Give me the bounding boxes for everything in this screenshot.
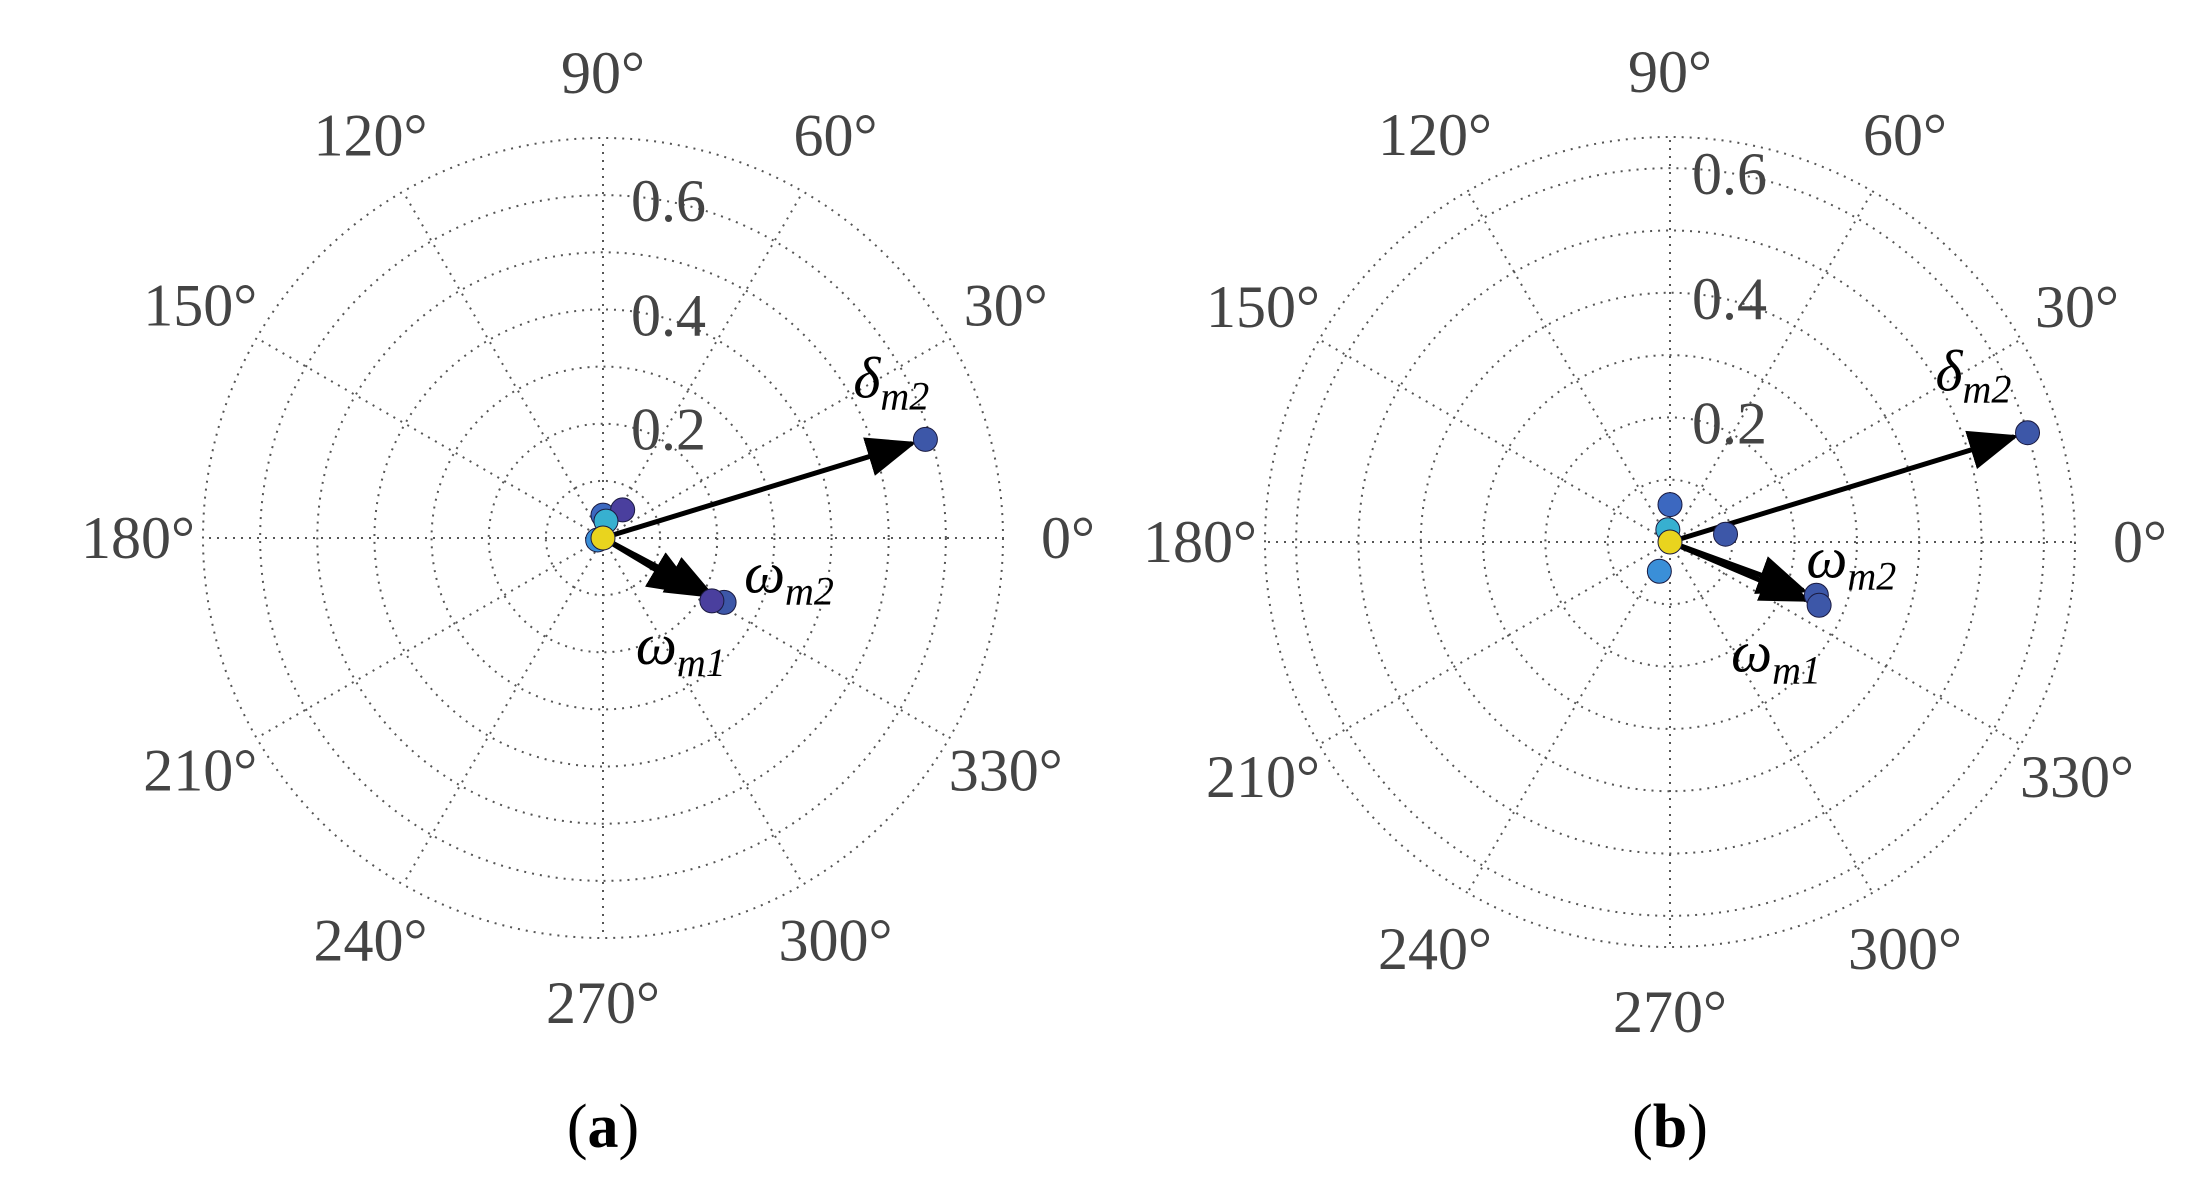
angle-tick-label: 90° bbox=[1628, 39, 1712, 105]
vector-arrow-ωm1 bbox=[601, 535, 699, 596]
vector-annotation: ωm2 bbox=[1806, 525, 1896, 598]
radial-tick-label: 0.6 bbox=[1692, 141, 1767, 207]
vector-arrow-δm2 bbox=[602, 437, 917, 541]
angle-tick-label: 30° bbox=[2035, 274, 2119, 340]
angle-tick-label: 210° bbox=[143, 738, 257, 804]
angle-tick-label: 60° bbox=[794, 102, 878, 168]
outer-grid-ring bbox=[1264, 136, 2076, 948]
angle-tick-label: 240° bbox=[314, 908, 428, 974]
vector-annotation: ωm1 bbox=[1731, 619, 1821, 692]
data-point bbox=[1713, 521, 1739, 547]
angle-tick-label: 330° bbox=[2020, 744, 2134, 810]
data-point bbox=[2015, 420, 2041, 446]
angle-tick-label: 330° bbox=[949, 738, 1063, 804]
angle-tick-label: 270° bbox=[546, 970, 660, 1036]
radial-tick-label: 0.4 bbox=[1692, 266, 1767, 332]
radial-grid-ring bbox=[1482, 354, 1858, 730]
angle-tick-label: 180° bbox=[81, 505, 195, 571]
angle-tick-label: 240° bbox=[1378, 916, 1492, 982]
angle-tick-label: 0° bbox=[1041, 505, 1095, 571]
vector-annotation: δm2 bbox=[853, 345, 929, 418]
angular-grid-line bbox=[1669, 541, 2022, 746]
angle-tick-label: 120° bbox=[314, 102, 428, 168]
radial-tick-label: 0.4 bbox=[631, 282, 706, 348]
panel-label: (b) bbox=[1632, 1093, 1708, 1161]
radial-tick-label: 0.6 bbox=[631, 168, 706, 234]
angle-tick-label: 300° bbox=[1848, 916, 1962, 982]
outer-grid-ring bbox=[202, 137, 1004, 939]
radial-grid-ring bbox=[1295, 167, 2045, 917]
angle-tick-label: 180° bbox=[1143, 509, 1257, 575]
angle-tick-label: 0° bbox=[2113, 509, 2167, 575]
radial-grid-ring bbox=[259, 194, 947, 882]
vector-annotation: ωm2 bbox=[744, 540, 834, 613]
angular-grid-line bbox=[402, 537, 604, 885]
angular-grid-line bbox=[1669, 338, 2022, 543]
angular-grid-line bbox=[1466, 190, 1671, 543]
vector-annotation: ωm1 bbox=[636, 612, 726, 685]
angle-tick-label: 150° bbox=[1206, 274, 1320, 340]
angular-grid-line bbox=[402, 191, 604, 539]
angle-tick-label: 300° bbox=[779, 908, 893, 974]
data-point bbox=[1657, 492, 1683, 518]
angular-grid-line bbox=[1669, 541, 1874, 894]
angular-grid-line bbox=[602, 191, 804, 539]
radial-tick-label: 0.2 bbox=[1692, 390, 1767, 456]
angular-grid-line bbox=[602, 337, 950, 539]
angular-grid-line bbox=[1466, 541, 1671, 894]
data-point bbox=[590, 525, 616, 551]
vector-annotation: δm2 bbox=[1936, 339, 2012, 412]
angle-tick-label: 30° bbox=[964, 273, 1048, 339]
radial-grid-ring bbox=[316, 251, 890, 825]
angle-tick-label: 120° bbox=[1378, 102, 1492, 168]
data-point bbox=[699, 588, 725, 614]
vector-arrow-ωm1 bbox=[1669, 539, 1811, 603]
angle-tick-label: 60° bbox=[1863, 102, 1947, 168]
angular-grid-line bbox=[602, 537, 950, 739]
data-point bbox=[912, 426, 938, 452]
radial-tick-label: 0.2 bbox=[631, 397, 706, 463]
angular-grid-line bbox=[256, 337, 604, 539]
data-point bbox=[1646, 558, 1672, 584]
angle-tick-label: 150° bbox=[143, 273, 257, 339]
polar-chart-a: 0° 30° 60° 90° 120° 150° 180° 210° 240° 270° 300° 3… bbox=[81, 40, 1095, 1161]
radial-grid-ring bbox=[373, 308, 833, 768]
angular-grid-line bbox=[602, 537, 804, 885]
angle-tick-label: 270° bbox=[1613, 979, 1727, 1045]
angular-grid-line bbox=[1669, 190, 1874, 543]
data-point bbox=[1806, 592, 1832, 618]
radial-grid-ring bbox=[1544, 416, 1796, 668]
angular-grid-line bbox=[1318, 338, 1671, 543]
data-point bbox=[1657, 529, 1683, 555]
angle-tick-label: 90° bbox=[561, 40, 645, 106]
panel-label: (a) bbox=[567, 1093, 639, 1161]
angular-grid-line bbox=[256, 537, 604, 739]
radial-grid-ring bbox=[430, 365, 776, 711]
polar-chart-b: 0° 30° 60° 90° 120° 150° 180° 210° 240° 270° 300° 3… bbox=[1143, 39, 2167, 1161]
radial-grid-ring bbox=[487, 422, 719, 654]
radial-grid-ring bbox=[1357, 229, 1983, 855]
angular-grid-line bbox=[1318, 541, 1671, 746]
angle-tick-label: 210° bbox=[1206, 744, 1320, 810]
